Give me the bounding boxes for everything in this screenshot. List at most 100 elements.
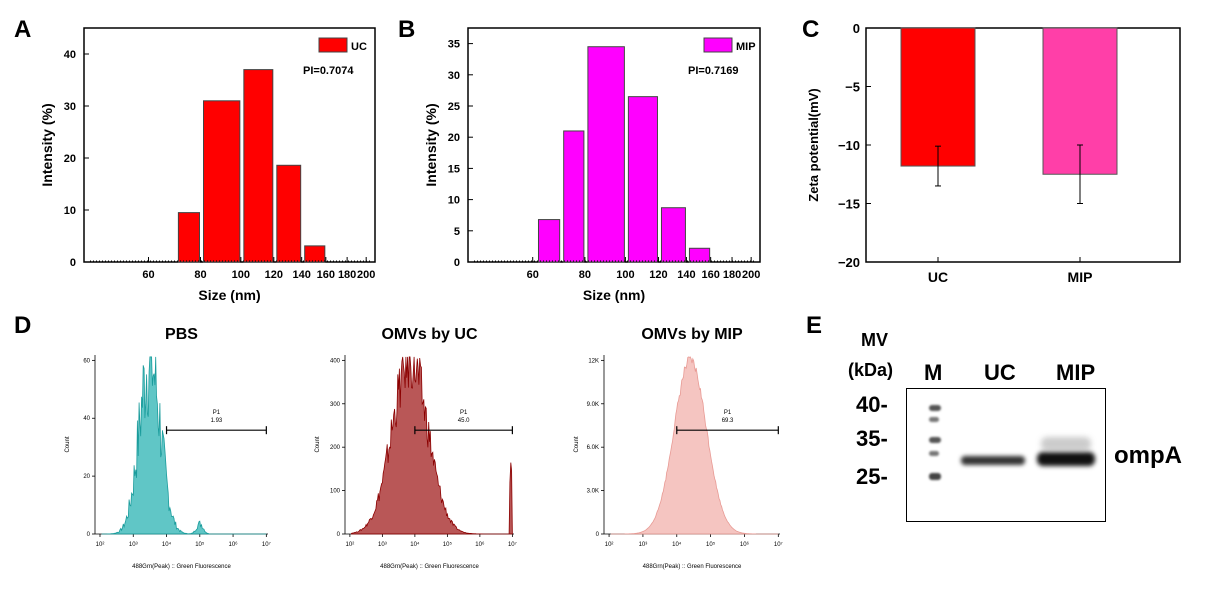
y-tick-label: 5 (454, 226, 460, 238)
marker-band-40 (929, 405, 941, 411)
y-tick-label: 200 (330, 445, 341, 451)
y-axis-label: Zeta potential(mV) (806, 88, 821, 201)
x-tick-label: 100 (616, 269, 634, 281)
histogram-title: PBS (165, 326, 198, 343)
legend-swatch (318, 37, 348, 53)
bar-100 (203, 100, 241, 263)
flow-cytometry-histograms: PBS 0 20 40 60 10² 10³ 10⁴ 10⁵ 10⁶ 10⁷ 488Grn(Peak)… (65, 326, 783, 570)
western-blot-panel: MV (kDa) M UC MIP 40- 35- 25- ompA (820, 320, 1200, 580)
gate-value: 45.0 (458, 418, 470, 424)
mw-header-kda: (kDa) (848, 360, 894, 380)
pi-annotation: PI=0.7074 (303, 65, 354, 77)
x-tick-label: 160 (701, 269, 719, 281)
y-tick-label: 0 (337, 532, 341, 538)
x-tick-label: 160 (317, 269, 335, 281)
marker-25: 25- (856, 464, 888, 489)
mip-smear (1041, 437, 1091, 451)
x-tick-label: 10⁶ (740, 541, 750, 548)
y-tick-label: 10 (64, 205, 76, 217)
x-tick-label: 60 (527, 269, 539, 281)
x-axis-label: 488Grn(Peak) :: Green Fluorescence (132, 564, 231, 570)
lane-label-uc: UC (984, 360, 1016, 385)
x-axis-label: 488Grn(Peak) :: Green Fluorescence (380, 564, 479, 570)
panel-label-d: D (14, 312, 32, 339)
y-axis-label: Count (65, 436, 71, 452)
marker-40: 40- (856, 392, 888, 417)
histogram-curve (610, 356, 779, 535)
x-tick-label: 10⁷ (262, 541, 271, 548)
y-tick-label: 0 (853, 21, 860, 36)
lane-label-m: M (924, 360, 943, 385)
bar-140 (276, 164, 302, 263)
x-axis-label: 488Grn(Peak) :: Green Fluorescence (643, 564, 742, 570)
x-tick-label: 10⁴ (162, 541, 172, 548)
x-tick-label: 120 (649, 269, 667, 281)
panel-label-c: C (802, 16, 820, 43)
bar-UC (900, 27, 976, 167)
x-tick-label: 120 (265, 269, 283, 281)
y-tick-label: 300 (330, 402, 341, 408)
bar-160 (304, 245, 326, 263)
x-axis-label: Size (nm) (198, 287, 260, 303)
ompa-band-uc (961, 456, 1025, 465)
x-tick-label: 10⁶ (475, 541, 485, 548)
x-tick-label: 200 (357, 269, 375, 281)
bar-160 (688, 247, 711, 263)
gate-name: P1 (213, 410, 221, 416)
y-tick-label: −20 (838, 255, 860, 270)
legend-label: MIP (736, 41, 756, 53)
x-tick-label: 10⁵ (195, 541, 205, 548)
x-tick-label: 180 (723, 269, 741, 281)
marker-band-37 (929, 417, 939, 422)
panel-label-b: B (398, 16, 416, 43)
y-tick-label: 0 (70, 257, 76, 269)
y-tick-label: −15 (838, 197, 860, 212)
panel-label-e: E (806, 312, 823, 339)
y-axis-label: Intensity (%) (423, 103, 439, 186)
histogram-title: OMVs by UC (381, 326, 477, 343)
y-tick-label: 30 (64, 101, 76, 113)
y-axis-label: Intensity (%) (39, 103, 55, 186)
x-tick-label: 10⁴ (672, 541, 682, 548)
panel-label-a: A (14, 16, 32, 43)
y-tick-label: 100 (330, 489, 341, 495)
bar-80 (563, 130, 585, 263)
x-axis-label: Size (nm) (583, 287, 645, 303)
y-axis-label: Count (574, 436, 580, 452)
marker-band-30 (929, 451, 939, 456)
x-tick-label: 80 (194, 269, 206, 281)
x-tick-label: 10⁵ (443, 541, 453, 548)
x-tick-label: 10² (346, 542, 355, 548)
y-tick-label: 20 (83, 474, 90, 480)
y-tick-label: −10 (838, 138, 860, 153)
x-tick-label: 10⁵ (706, 541, 716, 548)
mw-header-mv: MV (861, 330, 888, 350)
bar-120 (243, 69, 274, 263)
y-tick-label: 30 (448, 70, 460, 82)
y-tick-label: 40 (64, 49, 76, 61)
x-tick-label: 200 (742, 269, 760, 281)
bar-100 (587, 46, 625, 263)
x-tick-label: 10² (605, 542, 614, 548)
marker-band-35 (929, 437, 941, 443)
y-tick-label: 40 (83, 416, 90, 422)
gate-name: P1 (460, 410, 468, 416)
marker-35: 35- (856, 426, 888, 451)
gate-name: P1 (724, 410, 732, 416)
x-tick-label: 60 (142, 269, 154, 281)
band-label-ompa: ompA (1114, 442, 1182, 469)
y-tick-label: 12K (588, 358, 599, 364)
y-tick-label: −5 (845, 80, 860, 95)
y-axis-label: Count (315, 436, 321, 452)
x-tick-label: UC (928, 269, 948, 285)
x-tick-label: 140 (677, 269, 695, 281)
histogram-curve (101, 356, 267, 535)
bar-120 (627, 96, 658, 263)
x-tick-label: MIP (1068, 269, 1093, 285)
y-tick-label: 0 (454, 257, 460, 269)
gate-value: 69.3 (722, 418, 734, 424)
lane-label-mip: MIP (1056, 360, 1096, 385)
bar-140 (660, 207, 686, 263)
y-tick-label: 0 (87, 532, 91, 538)
marker-band-25 (929, 473, 941, 480)
